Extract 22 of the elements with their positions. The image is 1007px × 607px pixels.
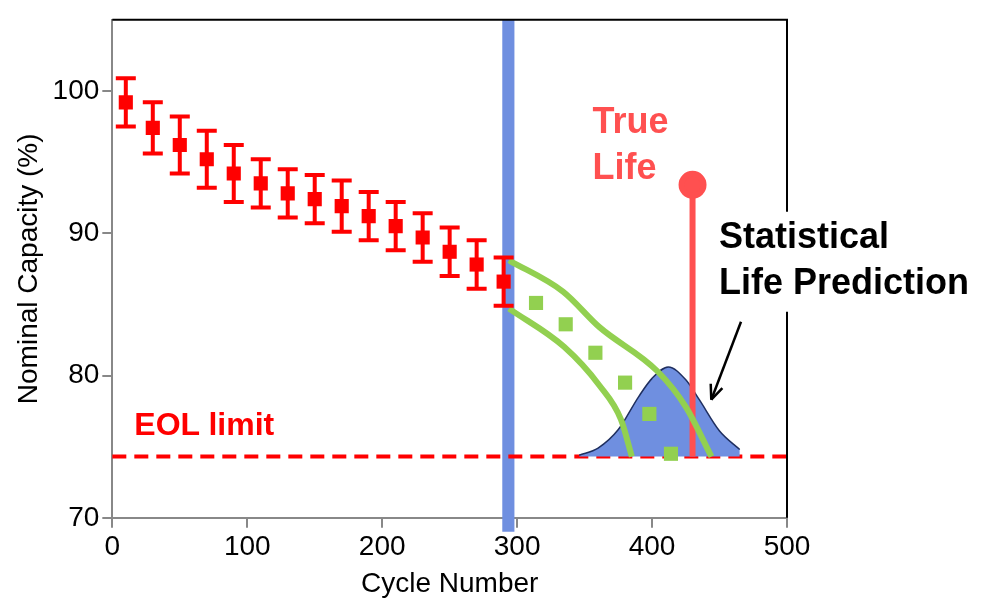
point	[663, 446, 679, 461]
x-tick-label: 300	[493, 530, 541, 562]
text: Statistical Life Prediction	[719, 214, 970, 302]
y-axis-title: Nominal Capacity (%)	[11, 133, 43, 405]
point	[558, 317, 573, 332]
y-tick-label: 100	[52, 73, 100, 105]
point	[678, 170, 707, 199]
x-tick-label: 500	[763, 530, 811, 562]
point	[528, 295, 544, 311]
series-label: True Life	[592, 99, 669, 187]
y-tick-label: 90	[68, 215, 100, 247]
point	[618, 375, 633, 390]
x-tick-label: 100	[223, 530, 271, 562]
ref-line-label: EOL limit	[134, 406, 275, 443]
x-tick-label: 0	[104, 530, 121, 562]
x-tick-label: 400	[628, 530, 676, 562]
y-tick-label: 70	[68, 500, 100, 532]
point	[642, 406, 657, 421]
y-tick-label: 80	[68, 358, 100, 390]
point	[588, 345, 603, 360]
x-tick-label: 200	[358, 530, 406, 562]
x-axis-title: Cycle Number	[360, 566, 539, 598]
